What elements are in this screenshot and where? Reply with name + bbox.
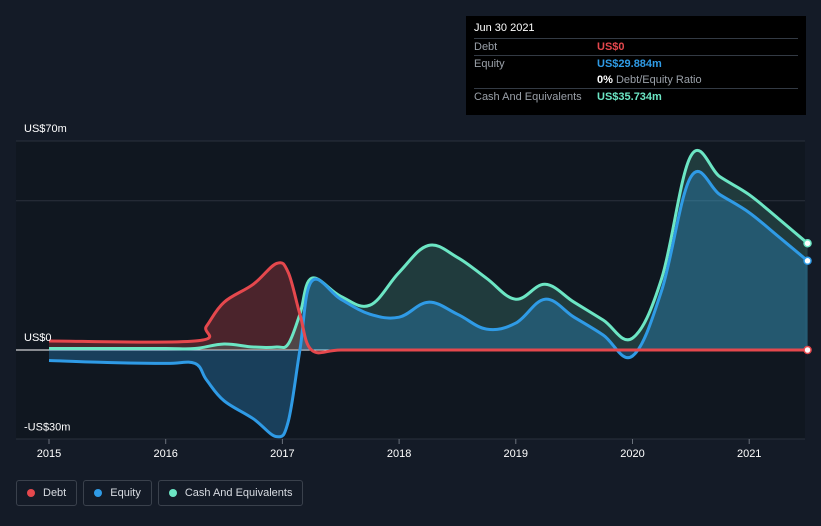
tooltip-debt-value: US$0 (597, 41, 625, 53)
legend-cash-label: Cash And Equivalents (184, 487, 293, 499)
legend-item-debt[interactable]: Debt (16, 480, 78, 506)
plot-area (16, 141, 805, 439)
y-tick-label-1: US$0 (24, 332, 52, 344)
end-marker-equity (803, 256, 812, 266)
end-marker-debt (803, 345, 812, 355)
legend-item-cash[interactable]: Cash And Equivalents (157, 480, 304, 506)
tooltip-cash-value: US$35.734m (597, 91, 662, 103)
end-marker-cash (803, 239, 812, 248)
legend-equity-dot-icon (94, 489, 103, 497)
legend-equity-label: Equity (110, 487, 141, 499)
area-cash (49, 150, 808, 350)
x-tick-label-2017: 2017 (270, 448, 294, 460)
tooltip-ratio-label: Debt/Equity Ratio (615, 74, 702, 86)
line-equity (48, 169, 809, 439)
y-tick-label-0: US$70m (24, 123, 67, 135)
line-debt (48, 261, 808, 355)
legend-item-equity[interactable]: Equity (83, 480, 152, 506)
tooltip-debt-label: Debt (474, 41, 498, 53)
legend: Debt Equity Cash And Equivalents (16, 480, 304, 506)
area-equity (49, 171, 808, 437)
tooltip-equity-label: Equity (474, 58, 505, 70)
tooltip-ratio-value: 0% (597, 74, 613, 86)
x-tick-label-2019: 2019 (504, 448, 528, 460)
x-tick-label-2016: 2016 (153, 448, 177, 460)
tooltip-row-debt: Debt US$0 (474, 38, 798, 55)
x-tick-label-2018: 2018 (387, 448, 411, 460)
legend-cash-dot-icon (168, 489, 177, 497)
tooltip-row-cash: Cash And Equivalents US$35.734m (474, 88, 798, 105)
area-debt (49, 262, 808, 353)
x-tick-label-2020: 2020 (620, 448, 644, 460)
tooltip-equity-value: US$29.884m (597, 58, 662, 70)
tooltip-date: Jun 30 2021 (474, 22, 535, 34)
legend-debt-dot-icon (27, 489, 35, 497)
x-tick-label-2021: 2021 (737, 448, 761, 460)
x-tick-label-2015: 2015 (37, 448, 61, 460)
tooltip-cash-label: Cash And Equivalents (474, 91, 582, 103)
y-tick-label-2: -US$30m (24, 422, 70, 434)
tooltip-row-ratio: 0% Debt/Equity Ratio (474, 72, 798, 88)
tooltip-row-equity: Equity US$29.884m (474, 55, 798, 72)
line-cash (48, 148, 809, 351)
tooltip: Jun 30 2021 Debt US$0 Equity US$29.884m … (466, 16, 806, 115)
legend-debt-label: Debt (43, 487, 67, 499)
